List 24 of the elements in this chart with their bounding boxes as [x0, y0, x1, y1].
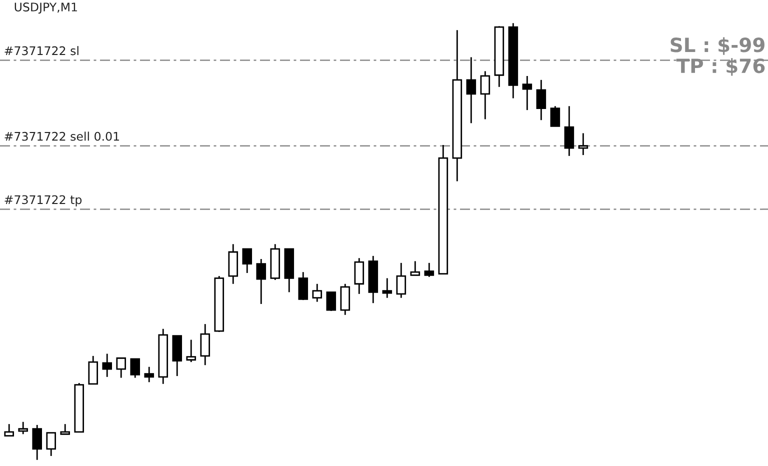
candlestick [312, 283, 322, 302]
candlestick [158, 328, 168, 385]
candlestick [508, 22, 518, 99]
candlestick [144, 366, 154, 383]
candlestick [228, 243, 238, 285]
candlestick [396, 262, 406, 299]
candlestick [536, 79, 546, 121]
candlestick [466, 56, 476, 124]
candlestick [480, 70, 490, 120]
candlestick [200, 323, 210, 366]
candlestick [522, 75, 532, 111]
candlestick [382, 278, 392, 299]
ref-line-label: #7371722 tp [4, 195, 82, 206]
candlestick [452, 29, 462, 182]
candlestick [564, 105, 574, 157]
text: SL : $-99 [670, 37, 764, 55]
candlestick [578, 132, 588, 156]
candlestick [354, 257, 364, 295]
candlestick [102, 353, 112, 378]
chart-title: USDJPY,M1 [14, 2, 77, 14]
text: TP : $76 [676, 58, 765, 76]
ref-line-label: #7371722 sl [4, 46, 78, 56]
candlestick [368, 255, 378, 304]
ref-line-label: #7371722 sell 0.01 [4, 132, 119, 141]
